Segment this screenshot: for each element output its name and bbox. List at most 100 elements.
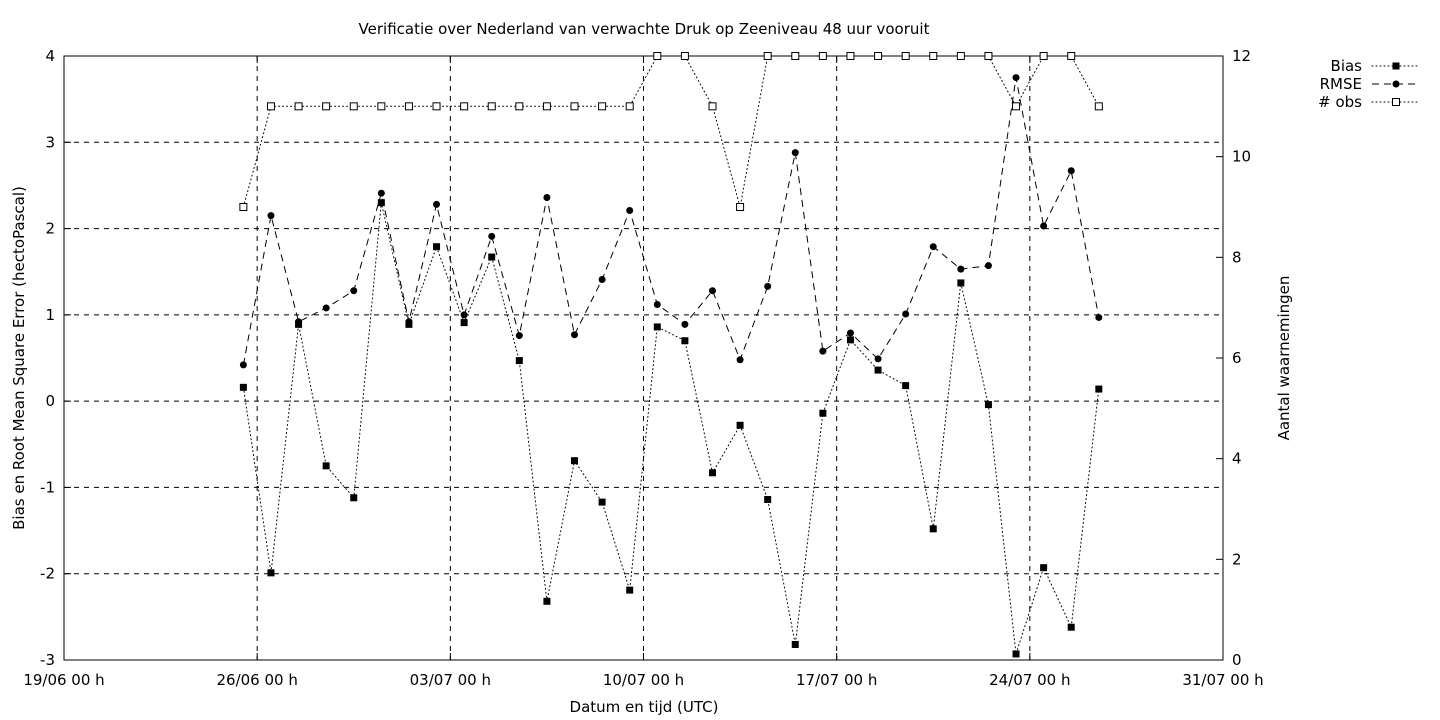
data-point-bias <box>543 597 551 605</box>
data-point-bias <box>350 494 358 502</box>
data-point-rmse <box>708 287 716 295</box>
series-obs <box>239 52 1103 211</box>
data-point-bias <box>626 586 634 594</box>
data-point-rmse <box>350 287 358 295</box>
legend-marker-obs <box>1392 98 1400 106</box>
data-point-rmse <box>681 320 689 328</box>
data-point-rmse <box>736 356 744 364</box>
data-point-obs <box>1067 52 1076 60</box>
data-point-bias <box>681 337 689 345</box>
data-point-obs <box>929 52 938 60</box>
data-point-obs <box>349 102 358 111</box>
data-point-bias <box>433 243 441 251</box>
data-point-rmse <box>791 149 799 157</box>
x-tick-label: 03/07 00 h <box>410 671 491 689</box>
data-point-bias <box>322 462 330 470</box>
data-point-bias <box>267 569 275 577</box>
data-point-obs <box>736 203 745 211</box>
data-point-bias <box>764 496 772 504</box>
data-point-obs <box>266 102 275 111</box>
y2-tick-label: 6 <box>1232 349 1242 367</box>
data-point-bias <box>929 525 937 533</box>
data-point-rmse <box>1012 74 1020 82</box>
data-point-obs <box>515 102 524 111</box>
data-point-bias <box>791 640 799 648</box>
y2-axis-label: Aantal waarnemingen <box>1275 276 1293 441</box>
data-point-rmse <box>846 329 854 337</box>
data-point-bias <box>902 382 910 390</box>
data-point-rmse <box>405 318 413 326</box>
data-point-bias <box>653 323 661 331</box>
series-line-obs <box>242 55 1100 208</box>
y2-tick-label: 8 <box>1232 248 1242 266</box>
data-point-rmse <box>1040 222 1048 230</box>
x-tick-label: 17/07 00 h <box>796 671 877 689</box>
data-point-obs <box>487 102 496 111</box>
chart-title: Verificatie over Nederland van verwachte… <box>359 20 930 38</box>
data-point-rmse <box>1067 167 1075 175</box>
data-point-bias <box>460 319 468 327</box>
data-point-obs <box>680 52 689 60</box>
data-point-bias <box>1095 385 1103 393</box>
data-point-obs <box>901 52 910 60</box>
data-point-bias <box>239 383 247 391</box>
y2-tick-label: 2 <box>1232 550 1242 568</box>
data-point-bias <box>1040 564 1048 572</box>
data-point-rmse <box>874 355 882 363</box>
data-point-obs <box>322 102 331 111</box>
data-point-obs <box>404 102 413 111</box>
legend-label-bias: Bias <box>1331 57 1363 75</box>
x-tick-label: 26/06 00 h <box>216 671 297 689</box>
ticks: 19/06 00 h 26/06 00 h 03/07 00 h 10/07 00 h… <box>23 47 1263 689</box>
data-point-bias <box>1012 650 1020 658</box>
data-point-rmse <box>433 200 441 208</box>
data-point-obs <box>1039 52 1048 60</box>
data-point-rmse <box>267 212 275 220</box>
series-line-rmse <box>242 77 1100 365</box>
data-point-bias <box>846 336 854 344</box>
data-point-obs <box>570 102 579 111</box>
data-point-obs <box>377 102 386 111</box>
data-point-rmse <box>929 243 937 251</box>
data-point-rmse <box>488 232 496 240</box>
data-point-bias <box>515 357 523 365</box>
y-tick-label: -1 <box>40 478 55 496</box>
data-point-rmse <box>322 304 330 312</box>
data-point-obs <box>874 52 883 60</box>
data-point-rmse <box>295 318 303 326</box>
data-point-rmse <box>764 282 772 290</box>
data-point-rmse <box>239 361 247 369</box>
series-layer <box>239 52 1103 658</box>
data-point-bias <box>874 366 882 374</box>
x-axis-label: Datum en tijd (UTC) <box>570 698 719 716</box>
x-tick-label: 24/07 00 h <box>989 671 1070 689</box>
data-point-obs <box>846 52 855 60</box>
series-rmse <box>239 74 1103 369</box>
data-point-obs <box>1012 102 1021 111</box>
data-point-obs <box>791 52 800 60</box>
data-point-rmse <box>515 332 523 340</box>
data-point-rmse <box>626 206 634 214</box>
data-point-bias <box>377 199 385 207</box>
x-tick-label: 19/06 00 h <box>23 671 104 689</box>
y-tick-label: 0 <box>45 392 55 410</box>
data-point-obs <box>818 52 827 60</box>
y2-tick-label: 4 <box>1232 450 1242 468</box>
y-tick-label: 1 <box>45 306 55 324</box>
data-point-rmse <box>460 311 468 319</box>
y2-tick-label: 12 <box>1232 47 1251 65</box>
data-point-obs <box>460 102 469 111</box>
legend-marker-bias <box>1392 62 1400 70</box>
data-point-obs <box>625 102 634 111</box>
data-point-rmse <box>377 189 385 197</box>
y-tick-label: -3 <box>40 651 55 669</box>
data-point-obs <box>432 102 441 111</box>
x-tick-label: 10/07 00 h <box>603 671 684 689</box>
data-point-bias <box>1067 623 1075 631</box>
data-point-rmse <box>957 265 965 273</box>
data-point-bias <box>957 279 965 287</box>
data-point-bias <box>984 401 992 409</box>
data-point-obs <box>239 203 248 211</box>
